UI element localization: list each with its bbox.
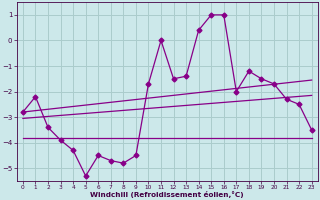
X-axis label: Windchill (Refroidissement éolien,°C): Windchill (Refroidissement éolien,°C): [91, 191, 244, 198]
